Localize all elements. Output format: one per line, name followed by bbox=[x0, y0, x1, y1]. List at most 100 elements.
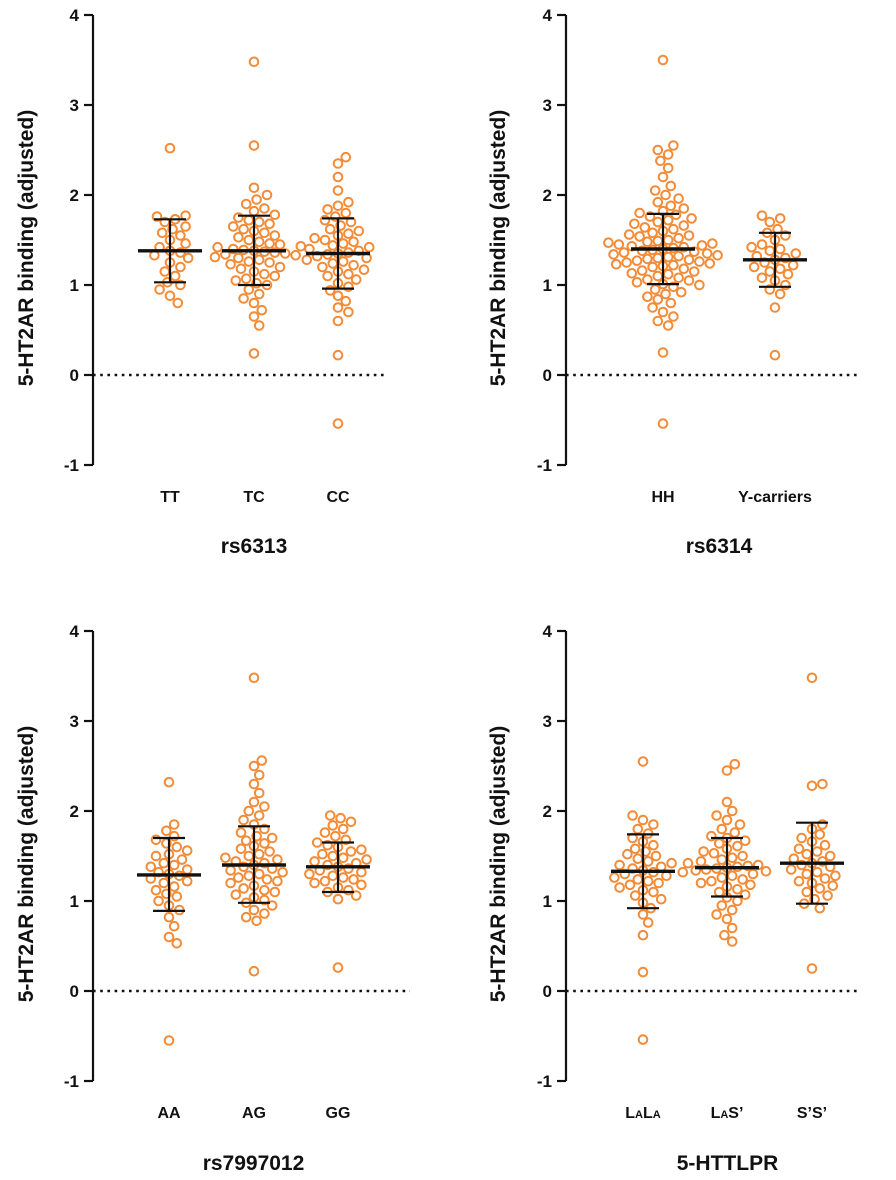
category-label: TT bbox=[160, 489, 180, 506]
data-point bbox=[774, 263, 786, 275]
y-tick-label: 3 bbox=[543, 96, 552, 115]
data-point bbox=[696, 240, 708, 251]
data-point bbox=[322, 204, 333, 215]
data-point bbox=[647, 261, 658, 273]
data-point bbox=[666, 857, 677, 869]
data-point bbox=[657, 54, 669, 66]
data-point bbox=[806, 672, 818, 684]
data-point bbox=[650, 850, 662, 862]
data-point bbox=[739, 835, 751, 847]
y-tick-label: 2 bbox=[543, 802, 552, 821]
data-point bbox=[235, 843, 247, 855]
data-point bbox=[634, 207, 645, 219]
y-tick-label: 3 bbox=[543, 712, 552, 731]
data-point bbox=[264, 218, 275, 230]
y-tick-label: 4 bbox=[543, 6, 553, 25]
y-tick-label: 2 bbox=[543, 186, 552, 205]
category-label-part: L bbox=[625, 1105, 635, 1122]
data-point bbox=[238, 814, 249, 826]
data-point bbox=[154, 284, 165, 295]
data-point bbox=[264, 238, 275, 249]
y-tick-label: 4 bbox=[70, 6, 80, 25]
data-point bbox=[618, 247, 630, 258]
data-point bbox=[248, 672, 260, 684]
data-point bbox=[652, 252, 664, 264]
y-axis-title: 5-HT2AR binding (adjusted) bbox=[487, 110, 510, 387]
data-point bbox=[624, 879, 636, 891]
data-point bbox=[259, 838, 270, 849]
y-tick-label: 3 bbox=[70, 96, 79, 115]
data-point bbox=[806, 963, 818, 974]
data-point bbox=[337, 872, 349, 883]
data-point bbox=[716, 854, 728, 865]
data-point bbox=[319, 875, 331, 887]
data-point bbox=[272, 875, 283, 887]
data-point bbox=[348, 874, 359, 885]
data-point bbox=[259, 268, 270, 280]
data-point bbox=[324, 223, 336, 235]
data-point bbox=[609, 872, 620, 883]
data-point bbox=[337, 256, 349, 267]
data-point bbox=[639, 222, 651, 233]
data-point bbox=[145, 861, 157, 873]
data-point bbox=[629, 890, 641, 901]
data-point bbox=[261, 189, 273, 201]
chart-panel-1: 4 3 2 1 0 -1 5-HT2AR binding (adjusted) rs6313 T… bbox=[15, 6, 385, 558]
data-point bbox=[181, 875, 193, 887]
y-tick-label: 0 bbox=[543, 366, 552, 385]
data-point bbox=[642, 274, 653, 285]
data-point bbox=[337, 852, 349, 864]
group-3: S’S’ bbox=[780, 672, 844, 1122]
data-point bbox=[233, 232, 244, 243]
data-point bbox=[332, 185, 344, 196]
data-point bbox=[332, 315, 344, 327]
data-point bbox=[824, 850, 836, 862]
data-point bbox=[235, 263, 247, 275]
data-point bbox=[163, 1035, 175, 1046]
data-point bbox=[806, 780, 818, 792]
data-point bbox=[657, 418, 669, 429]
data-point bbox=[814, 883, 826, 894]
data-point bbox=[695, 856, 707, 867]
data-point bbox=[233, 872, 244, 883]
data-point bbox=[332, 893, 344, 905]
data-point bbox=[153, 895, 164, 907]
data-point bbox=[259, 203, 270, 214]
x-axis-title: rs6313 bbox=[221, 535, 288, 558]
y-axis-title: 5-HT2AR binding (adjusted) bbox=[487, 726, 510, 1003]
data-point bbox=[156, 227, 168, 239]
data-point bbox=[623, 229, 635, 240]
data-point bbox=[657, 306, 669, 318]
data-point bbox=[796, 832, 807, 844]
data-point bbox=[698, 846, 709, 857]
data-point bbox=[259, 908, 270, 919]
data-point bbox=[711, 810, 722, 821]
data-point bbox=[322, 270, 333, 282]
data-point bbox=[248, 205, 260, 217]
data-point bbox=[182, 252, 194, 264]
data-point bbox=[637, 814, 649, 826]
y-tick-label: -1 bbox=[537, 456, 552, 475]
data-point bbox=[657, 171, 669, 183]
data-point bbox=[309, 232, 320, 244]
data-point bbox=[358, 264, 370, 276]
y-tick-label: 0 bbox=[70, 982, 79, 1001]
data-point bbox=[248, 297, 260, 309]
data-point bbox=[706, 875, 717, 887]
data-point bbox=[756, 272, 768, 284]
data-point bbox=[317, 848, 328, 860]
data-point bbox=[662, 214, 674, 226]
data-point bbox=[168, 920, 180, 932]
data-point bbox=[769, 302, 781, 313]
data-point bbox=[701, 248, 713, 259]
category-label-part: S’ bbox=[728, 1105, 743, 1122]
data-point bbox=[248, 311, 260, 322]
data-point bbox=[253, 254, 265, 266]
data-point bbox=[629, 218, 640, 230]
data-point bbox=[668, 140, 679, 151]
data-point bbox=[614, 859, 625, 871]
y-tick-label: -1 bbox=[64, 1072, 79, 1091]
data-point bbox=[238, 223, 249, 235]
data-point bbox=[817, 778, 828, 790]
